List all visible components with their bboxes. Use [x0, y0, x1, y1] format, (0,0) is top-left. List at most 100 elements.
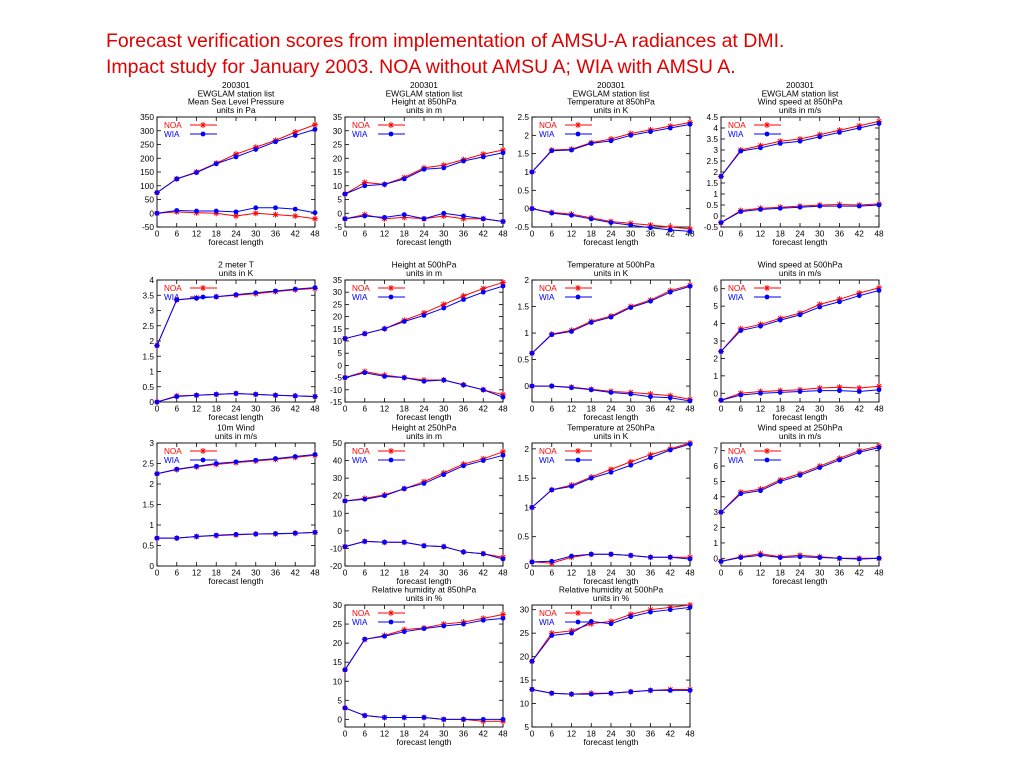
plot-frame	[344, 604, 504, 728]
data-point-wia	[461, 621, 466, 627]
chart-header-line: units in K	[219, 268, 254, 278]
data-point-wia	[817, 304, 823, 310]
data-point-wia	[174, 394, 180, 399]
data-point-wia	[529, 687, 535, 692]
x-axis-label: forecast length	[773, 576, 828, 586]
legend-label-noa: NOA	[539, 609, 557, 618]
chart-header-line: 200301	[786, 80, 814, 90]
legend-label-noa: NOA	[539, 284, 557, 293]
data-point-wia	[500, 219, 506, 224]
y-tick-label: 15	[520, 675, 530, 685]
data-point-noa	[876, 383, 882, 390]
data-point-wia	[213, 391, 219, 397]
data-point-noa	[816, 301, 823, 308]
chart-header-line: Height at 500hPa	[392, 260, 457, 270]
data-point-noa	[480, 285, 487, 292]
y-tick-label: 30	[333, 287, 343, 297]
data-point-wia	[608, 390, 614, 395]
data-point-noa	[667, 224, 674, 230]
x-tick-label: 42	[666, 404, 676, 414]
y-tick-label: 300	[140, 126, 154, 136]
legend-marker-wia	[388, 131, 394, 137]
chart-header-line: units in K	[594, 431, 629, 441]
x-tick-label: 12	[380, 229, 390, 239]
data-point-wia	[401, 212, 407, 218]
y-tick-label: 1	[149, 367, 154, 377]
data-point-wia	[608, 469, 614, 475]
data-point-wia	[421, 626, 427, 632]
data-point-wia	[500, 150, 506, 156]
x-tick-label: 12	[756, 404, 766, 414]
data-point-wia	[608, 621, 614, 627]
y-tick-label: 0	[149, 208, 154, 218]
data-point-wia	[194, 534, 199, 539]
data-point-wia	[569, 147, 574, 153]
data-point-wia	[421, 312, 427, 318]
legend-label-noa: NOA	[164, 284, 182, 293]
data-point-wia	[687, 604, 693, 610]
data-point-wia	[233, 532, 239, 537]
plot-frame	[531, 279, 691, 403]
data-point-wia	[401, 539, 407, 545]
legend-label-noa: NOA	[728, 284, 746, 293]
x-tick-label: 42	[479, 229, 489, 239]
chart-header-line: units in %	[593, 593, 630, 603]
legend-marker-wia	[764, 457, 770, 463]
data-point-wia	[588, 141, 594, 146]
data-point-wia	[253, 457, 259, 463]
x-tick-label: 24	[795, 568, 805, 578]
x-tick-label: 0	[719, 229, 724, 239]
chart-header-line: Wind speed at 250hPa	[758, 423, 843, 433]
y-tick-label: 20	[333, 153, 343, 163]
data-point-noa	[292, 129, 299, 136]
data-point-wia	[342, 498, 348, 504]
data-point-noa	[421, 309, 427, 316]
data-point-noa	[233, 151, 239, 158]
data-point-wia	[777, 317, 783, 323]
data-point-wia	[797, 472, 803, 478]
x-tick-label: 24	[606, 404, 616, 414]
x-tick-label: 6	[174, 404, 179, 414]
chart-header-line: EWGLAM station list	[573, 88, 650, 98]
data-point-wia	[876, 445, 882, 451]
data-point-wia	[441, 165, 447, 171]
y-tick-label: 2	[713, 523, 718, 533]
data-point-noa	[500, 448, 506, 455]
legend-marker-wia	[764, 131, 770, 137]
y-tick-label: 15	[333, 167, 343, 177]
data-point-wia	[292, 393, 298, 399]
x-tick-label: 36	[271, 404, 281, 414]
data-point-wia	[273, 392, 278, 398]
chart-header-line: Temperature at 500hPa	[567, 260, 655, 270]
data-point-wia	[738, 148, 744, 154]
data-point-wia	[421, 378, 427, 384]
data-point-wia	[401, 319, 407, 324]
data-point-wia	[362, 539, 368, 544]
x-tick-label: 0	[530, 404, 535, 414]
legend-label-wia: WIA	[352, 456, 368, 465]
data-point-wia	[174, 466, 180, 472]
y-tick-label: 6	[713, 461, 718, 471]
x-tick-label: 24	[606, 568, 616, 578]
data-point-wia	[588, 216, 594, 222]
data-point-wia	[312, 394, 318, 399]
x-tick-label: 0	[343, 229, 348, 239]
chart-header-line: 200301	[410, 80, 438, 90]
x-axis-label: forecast length	[209, 576, 264, 586]
data-point-wia	[421, 543, 427, 549]
x-tick-label: 48	[310, 568, 320, 578]
y-tick-label: 50	[145, 195, 155, 205]
y-tick-label: 1	[524, 328, 529, 338]
x-tick-label: 0	[530, 729, 535, 739]
data-point-wia	[758, 390, 763, 396]
data-point-noa	[876, 284, 882, 291]
data-point-wia	[687, 229, 693, 234]
data-point-noa	[500, 279, 506, 286]
data-point-wia	[549, 148, 555, 154]
legend-label-noa: NOA	[728, 447, 746, 456]
data-point-wia	[687, 688, 693, 693]
data-point-wia	[608, 138, 614, 144]
data-point-wia	[667, 554, 673, 560]
y-tick-label: 25	[520, 628, 530, 638]
